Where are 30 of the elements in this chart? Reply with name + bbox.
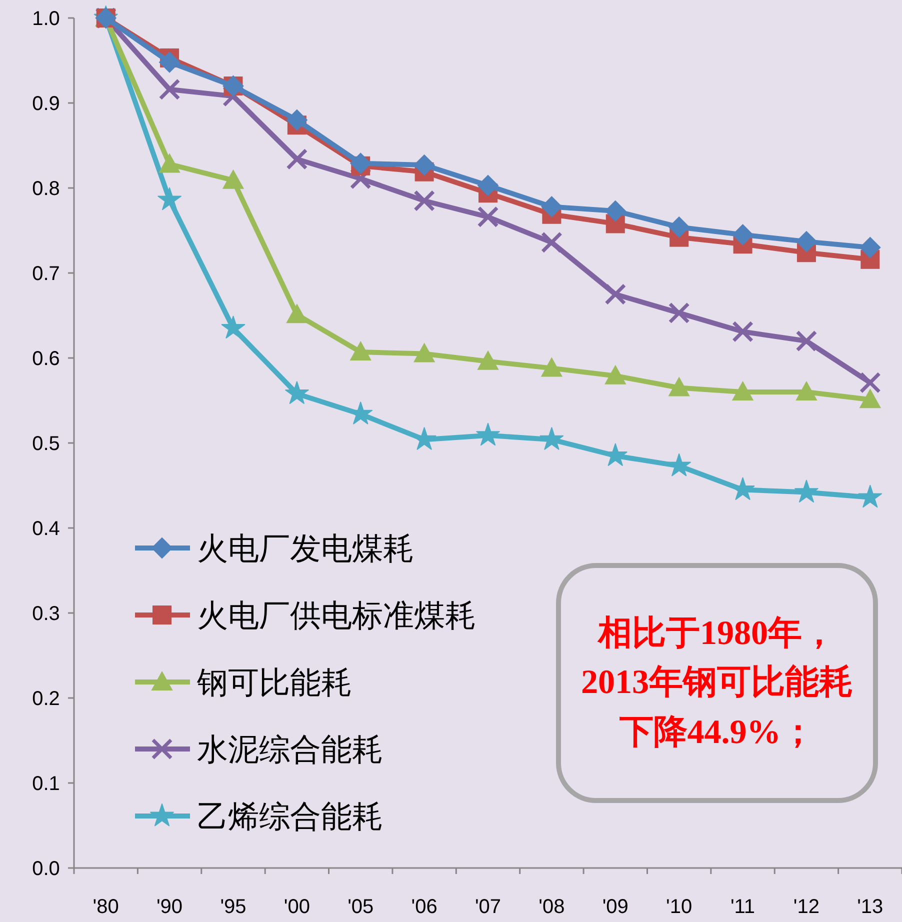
legend-label: 水泥综合能耗 <box>197 732 383 767</box>
x-tick-label: '08 <box>538 896 565 918</box>
x-tick-label: '07 <box>474 896 502 918</box>
x-tick-label: '12 <box>793 896 820 918</box>
y-tick-label: 0.4 <box>32 518 60 540</box>
x-tick-label: '10 <box>666 896 692 918</box>
x-tick-label: '95 <box>220 896 246 918</box>
y-tick-label: 0.1 <box>32 773 60 795</box>
x-tick-label: '06 <box>411 896 438 918</box>
y-tick-label: 0.2 <box>32 688 60 710</box>
legend-label: 钢可比能耗 <box>196 665 352 700</box>
y-tick-label: 0.8 <box>32 178 60 200</box>
x-tick-label: '90 <box>156 896 183 918</box>
y-tick-label: 0.3 <box>32 603 60 625</box>
legend-label: 火电厂供电标准煤耗 <box>197 598 476 633</box>
x-tick-label: '13 <box>857 896 884 918</box>
x-tick-label: '80 <box>92 896 119 918</box>
y-tick-label: 0.7 <box>32 263 60 285</box>
y-tick-label: 0.9 <box>32 93 60 115</box>
y-tick-label: 0.5 <box>32 433 60 455</box>
annotation: 相比于1980年，2013年钢可比能耗下降44.9%； <box>556 563 878 803</box>
y-tick-label: 0.6 <box>32 348 60 370</box>
y-tick-label: 0.0 <box>32 858 60 880</box>
y-tick-label: 1.0 <box>32 8 60 30</box>
legend-label: 火电厂发电煤耗 <box>197 531 414 566</box>
x-tick-label: '00 <box>284 896 310 918</box>
x-tick-label: '11 <box>730 896 756 918</box>
legend-label: 乙烯综合能耗 <box>197 799 383 834</box>
x-tick-label: '05 <box>348 896 374 918</box>
x-tick-label: '09 <box>602 896 628 918</box>
